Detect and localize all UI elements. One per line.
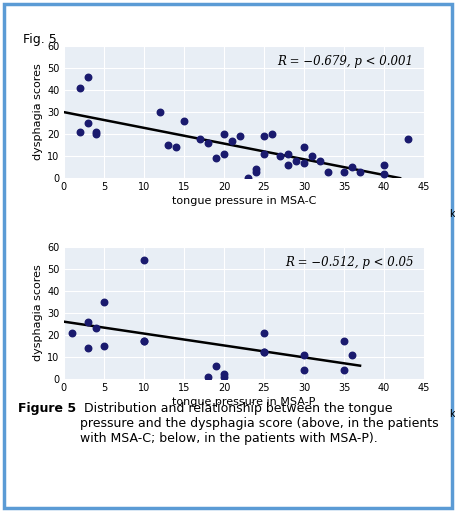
Point [379,161,387,169]
Point [68,329,76,337]
Point [92,128,99,136]
Y-axis label: dysphagia scores: dysphagia scores [33,63,43,160]
Point [220,373,227,381]
Point [300,351,307,359]
Point [284,161,291,169]
Point [244,174,251,182]
Point [204,373,211,381]
Point [76,128,83,136]
Point [252,167,259,176]
Point [379,169,387,178]
Point [140,337,147,346]
Point [348,351,355,359]
Text: R = −0.679, p < 0.001: R = −0.679, p < 0.001 [277,55,412,68]
Point [276,152,283,160]
Point [252,165,259,174]
Point [100,342,107,350]
Point [84,317,91,326]
X-axis label: tongue pressure in MSA-C: tongue pressure in MSA-C [172,197,315,206]
Point [140,337,147,346]
Y-axis label: dysphagia scores: dysphagia scores [33,265,43,361]
Point [308,152,315,160]
Point [84,119,91,127]
Point [348,163,355,171]
Point [356,167,363,176]
Text: R = −0.512, p < 0.05: R = −0.512, p < 0.05 [284,256,412,269]
Text: Figure 5: Figure 5 [18,402,76,415]
Point [260,348,267,356]
Point [339,167,347,176]
Point [260,348,267,356]
Point [236,132,243,140]
Text: Fig. 5: Fig. 5 [23,33,56,46]
Point [92,130,99,138]
Point [220,370,227,378]
Point [228,137,235,145]
Point [404,135,411,143]
Point [268,130,275,138]
Point [300,366,307,374]
Text: kPa: kPa [448,410,455,419]
Point [92,324,99,332]
Point [196,135,203,143]
Point [300,143,307,152]
Point [324,167,331,176]
Point [156,108,163,116]
Point [76,84,83,92]
Point [339,337,347,346]
Point [212,154,219,162]
Point [100,298,107,306]
Point [172,143,179,152]
Point [204,139,211,147]
Point [260,329,267,337]
Point [212,361,219,370]
Text: Distribution and relationship between the tongue
pressure and the dysphagia scor: Distribution and relationship between th… [80,402,437,445]
Point [284,150,291,158]
Point [140,256,147,264]
Point [339,366,347,374]
Point [220,130,227,138]
Point [300,159,307,167]
Point [292,157,299,165]
Point [84,73,91,81]
X-axis label: tongue pressure in MSA-P: tongue pressure in MSA-P [172,397,315,407]
Point [180,117,187,125]
Point [316,157,323,165]
Text: kPa: kPa [448,209,455,219]
Point [260,132,267,140]
Point [220,150,227,158]
Point [164,141,171,149]
Point [260,150,267,158]
Point [84,344,91,352]
